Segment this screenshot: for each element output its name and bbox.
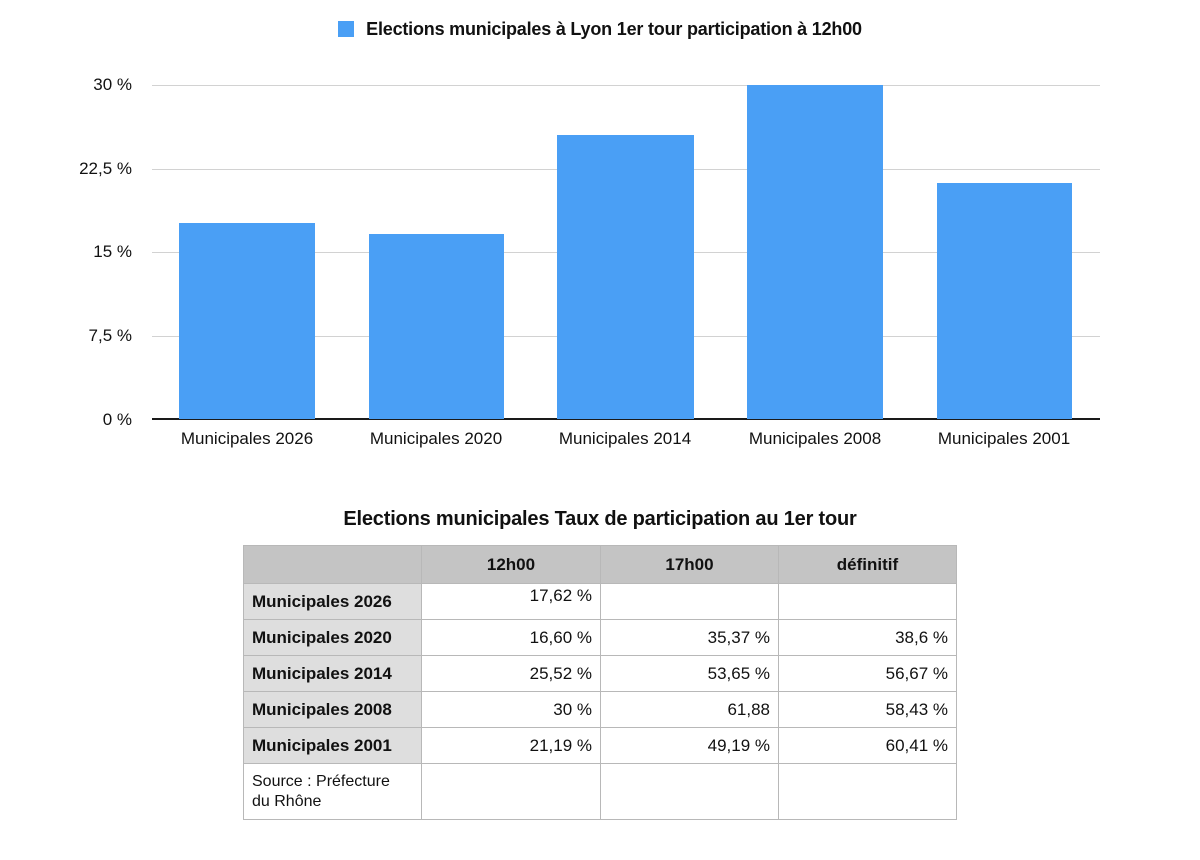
y-tick-label: 0 % <box>102 410 132 429</box>
table-source-row: Source : Préfecture du Rhône <box>243 763 957 820</box>
legend-label: Elections municipales à Lyon 1er tour pa… <box>366 18 862 39</box>
cell-17h00 <box>600 583 779 620</box>
cell-definitif: 38,6 % <box>778 619 957 656</box>
y-tick-label: 7,5 % <box>88 326 132 345</box>
table-row: Municipales 2001 21,19 % 49,19 % 60,41 % <box>243 727 957 764</box>
x-tick-label: Municipales 2001 <box>937 429 1071 448</box>
bar-municipales-2020 <box>369 234 504 419</box>
x-tick-label: Municipales 2008 <box>748 429 882 448</box>
table-row: Municipales 2020 16,60 % 35,37 % 38,6 % <box>243 619 957 656</box>
bar-municipales-2026 <box>179 223 315 419</box>
cell-definitif: 58,43 % <box>778 691 957 728</box>
source-line-2: du Rhône <box>252 792 322 810</box>
participation-table: 12h00 17h00 définitif Municipales 2026 1… <box>243 545 957 820</box>
table-row: Municipales 2014 25,52 % 53,65 % 56,67 % <box>243 655 957 692</box>
row-label: Municipales 2026 <box>243 583 422 620</box>
source-line-1: Source : Préfecture <box>252 772 390 790</box>
cell-17h00: 35,37 % <box>600 619 779 656</box>
y-tick-label: 15 % <box>93 242 132 261</box>
cell-17h00: 49,19 % <box>600 727 779 764</box>
table-header-row: 12h00 17h00 définitif <box>243 545 957 584</box>
row-label: Municipales 2008 <box>243 691 422 728</box>
header-cell-empty <box>243 545 422 584</box>
header-cell-17h00: 17h00 <box>600 545 779 584</box>
cell-definitif <box>778 583 957 620</box>
chart-legend: Elections municipales à Lyon 1er tour pa… <box>0 16 1200 42</box>
source-note: Source : Préfecture du Rhône <box>243 763 422 820</box>
header-cell-definitif: définitif <box>778 545 957 584</box>
table-row: Municipales 2026 17,62 % <box>243 583 957 620</box>
y-tick-label: 30 % <box>93 75 132 94</box>
cell-17h00: 61,88 <box>600 691 779 728</box>
cell-12h00: 21,19 % <box>421 727 601 764</box>
bar-municipales-2014 <box>557 135 694 419</box>
header-cell-12h00: 12h00 <box>421 545 601 584</box>
cell-definitif: 60,41 % <box>778 727 957 764</box>
empty-cell <box>778 763 957 820</box>
cell-12h00: 17,62 % <box>421 583 601 620</box>
table-row: Municipales 2008 30 % 61,88 58,43 % <box>243 691 957 728</box>
cell-17h00: 53,65 % <box>600 655 779 692</box>
row-label: Municipales 2020 <box>243 619 422 656</box>
x-tick-label: Municipales 2026 <box>180 429 314 448</box>
table-title: Elections municipales Taux de participat… <box>343 508 857 530</box>
cell-definitif: 56,67 % <box>778 655 957 692</box>
gridline-30 <box>152 85 1100 86</box>
bar-chart: 30 % 22,5 % 15 % 7,5 % 0 % Municipales 2… <box>79 75 1100 448</box>
x-tick-label: Municipales 2020 <box>369 429 503 448</box>
cell-12h00: 30 % <box>421 691 601 728</box>
bar-municipales-2008 <box>747 85 883 419</box>
y-tick-label: 22,5 % <box>79 159 132 178</box>
cell-12h00: 16,60 % <box>421 619 601 656</box>
x-axis-line <box>152 418 1100 420</box>
empty-cell <box>421 763 601 820</box>
cell-12h00: 25,52 % <box>421 655 601 692</box>
row-label: Municipales 2001 <box>243 727 422 764</box>
empty-cell <box>600 763 779 820</box>
x-tick-label: Municipales 2014 <box>558 429 692 448</box>
row-label: Municipales 2014 <box>243 655 422 692</box>
legend-swatch <box>338 21 355 37</box>
bar-municipales-2001 <box>937 183 1072 419</box>
